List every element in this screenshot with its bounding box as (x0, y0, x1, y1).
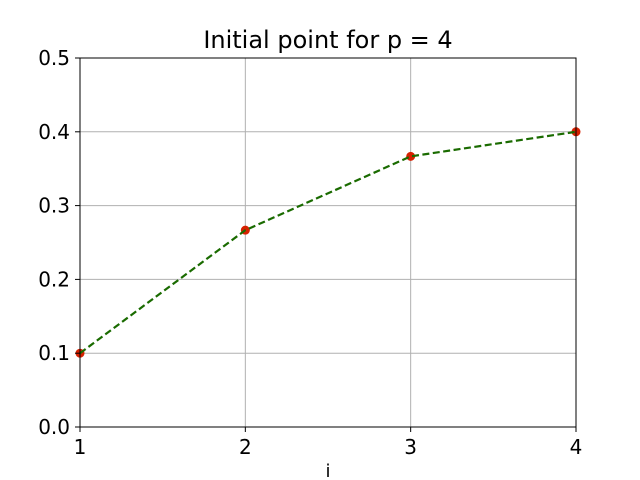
y-axis-ticks: 0.0 0.1 0.2 0.3 0.4 0.5 (38, 46, 80, 439)
y-tick-label: 0.3 (38, 194, 70, 218)
x-tick-label: 2 (239, 435, 252, 459)
grid-lines (79, 57, 577, 428)
x-axis-label: i (325, 461, 330, 480)
x-axis-ticks: 1 2 3 4 (74, 427, 583, 459)
plot-frame (79, 57, 577, 428)
y-tick-label: 0.1 (38, 341, 70, 365)
chart-title: Initial point for p = 4 (203, 26, 452, 54)
data-point (406, 151, 416, 161)
x-tick-label: 3 (404, 435, 417, 459)
y-tick-label: 0.5 (38, 46, 70, 70)
x-tick-label: 4 (570, 435, 583, 459)
series-line (79, 130, 577, 355)
y-tick-label: 0.0 (38, 415, 70, 439)
y-tick-label: 0.2 (38, 267, 70, 291)
x-tick-label: 1 (74, 435, 87, 459)
y-tick-label: 0.4 (38, 120, 70, 144)
series-group (75, 127, 581, 358)
